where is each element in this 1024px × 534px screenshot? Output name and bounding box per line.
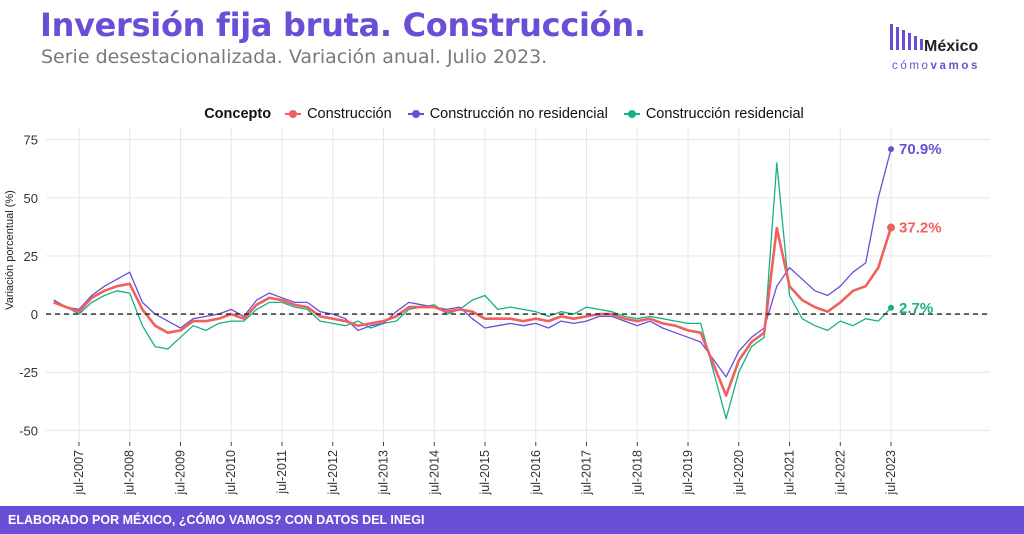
footer-credit: ELABORADO POR MÉXICO, ¿CÓMO VAMOS? CON D… bbox=[8, 513, 425, 527]
x-tick-label: jul-2022 bbox=[833, 450, 847, 496]
x-tick-label: jul-2011 bbox=[275, 450, 289, 495]
series-end-point-residencial bbox=[888, 304, 895, 311]
legend-item-no-residencial: Construcción no residencial bbox=[407, 106, 608, 122]
x-tick-label: jul-2017 bbox=[580, 450, 594, 496]
x-tick-label: jul-2013 bbox=[377, 450, 391, 496]
logo-bars-icon bbox=[890, 24, 923, 50]
logo-tagline: cómovamos bbox=[892, 60, 980, 72]
line-chart: -50 -25 0 25 50 75 jul-2007 jul-2008 jul-2009 jul… bbox=[4, 128, 990, 496]
legend-item-construccion: Construcción bbox=[285, 106, 392, 122]
x-tick-label: jul-2014 bbox=[427, 450, 441, 496]
y-tick-label: 25 bbox=[24, 249, 38, 264]
x-tick-label: jul-2016 bbox=[529, 450, 543, 496]
x-tick-label: jul-2023 bbox=[884, 450, 898, 496]
x-tick-label: jul-2010 bbox=[224, 450, 238, 496]
footer-bar: ELABORADO POR MÉXICO, ¿CÓMO VAMOS? CON D… bbox=[0, 506, 1024, 534]
legend-swatch-residencial bbox=[623, 108, 640, 120]
series-line-no_residencial bbox=[53, 149, 892, 378]
x-tick-label: jul-2015 bbox=[478, 450, 492, 496]
y-tick-label: 0 bbox=[31, 307, 38, 322]
x-tick-label: jul-2019 bbox=[681, 450, 695, 496]
series-end-label-no_residencial: 70.9% bbox=[899, 141, 942, 158]
y-tick-label: -50 bbox=[19, 423, 38, 438]
legend-item-residencial: Construcción residencial bbox=[623, 106, 804, 122]
legend-label-residencial: Construcción residencial bbox=[645, 106, 804, 122]
series-line-residencial bbox=[53, 162, 892, 420]
logo-tagline-b: vamos bbox=[930, 60, 980, 72]
mexico-como-vamos-logo: México cómovamos bbox=[888, 20, 1008, 76]
legend-label-no-residencial: Construcción no residencial bbox=[429, 106, 608, 122]
series-end-label-construccion: 37.2% bbox=[899, 220, 942, 237]
x-tick-label: jul-2007 bbox=[72, 450, 86, 496]
series-line-construccion bbox=[53, 226, 893, 397]
x-tick-label: jul-2008 bbox=[123, 450, 137, 496]
y-axis-label: Variación porcentual (%) bbox=[4, 190, 16, 310]
series-end-point-construccion bbox=[887, 223, 896, 232]
chart-subtitle: Serie desestacionalizada. Variación anua… bbox=[41, 46, 548, 68]
x-tick-label: jul-2021 bbox=[783, 450, 797, 496]
y-tick-label: 75 bbox=[24, 133, 38, 148]
logo-tagline-a: cómo bbox=[892, 60, 931, 72]
legend-label-construccion: Construcción bbox=[307, 106, 392, 122]
chart-legend: Concepto Construcción Construcción no re… bbox=[0, 106, 1024, 122]
legend-title: Concepto bbox=[204, 106, 272, 122]
x-tick-label: jul-2020 bbox=[732, 450, 746, 496]
legend-swatch-construccion bbox=[285, 108, 302, 120]
logo-name: México bbox=[924, 38, 979, 55]
series-end-label-residencial: 2.7% bbox=[899, 300, 933, 317]
y-tick-label: -25 bbox=[19, 365, 38, 380]
x-tick-label: jul-2012 bbox=[326, 450, 340, 496]
x-tick-label: jul-2018 bbox=[630, 450, 644, 496]
x-tick-label: jul-2009 bbox=[173, 450, 187, 496]
y-tick-label: 50 bbox=[24, 191, 38, 206]
legend-swatch-no-residencial bbox=[407, 108, 424, 120]
series-end-point-no_residencial bbox=[888, 146, 895, 153]
chart-title: Inversión fija bruta. Construcción. bbox=[40, 6, 646, 44]
